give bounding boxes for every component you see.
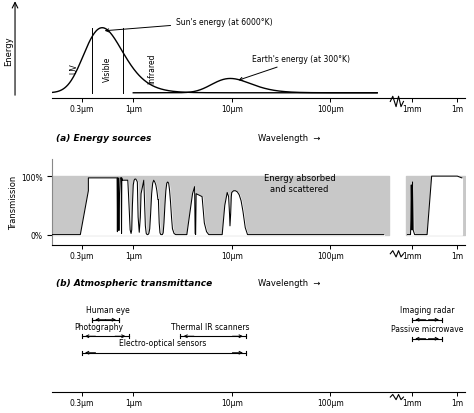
Text: Passive microwave: Passive microwave xyxy=(391,325,463,334)
Text: Wavelength  →: Wavelength → xyxy=(258,278,321,287)
Text: UV: UV xyxy=(70,64,79,74)
Text: Energy absorbed
and scattered: Energy absorbed and scattered xyxy=(264,174,336,193)
Text: Thermal IR scanners: Thermal IR scanners xyxy=(171,322,249,331)
Text: Electro-optical sensors: Electro-optical sensors xyxy=(119,339,207,347)
Text: Visible: Visible xyxy=(103,56,112,81)
Text: Sun's energy (at 6000°K): Sun's energy (at 6000°K) xyxy=(106,18,273,33)
Text: Photography: Photography xyxy=(74,322,124,331)
Text: Infrared: Infrared xyxy=(147,54,156,84)
Y-axis label: Transmission: Transmission xyxy=(9,175,18,230)
Text: Imaging radar: Imaging radar xyxy=(400,306,455,315)
Text: Energy: Energy xyxy=(4,36,13,66)
Text: Earth's energy (at 300°K): Earth's energy (at 300°K) xyxy=(239,55,350,81)
Text: Wavelength  →: Wavelength → xyxy=(258,133,321,142)
Text: (b) Atmospheric transmittance: (b) Atmospheric transmittance xyxy=(56,278,212,287)
Text: (a) Energy sources: (a) Energy sources xyxy=(56,133,152,142)
Text: Human eye: Human eye xyxy=(86,306,129,315)
